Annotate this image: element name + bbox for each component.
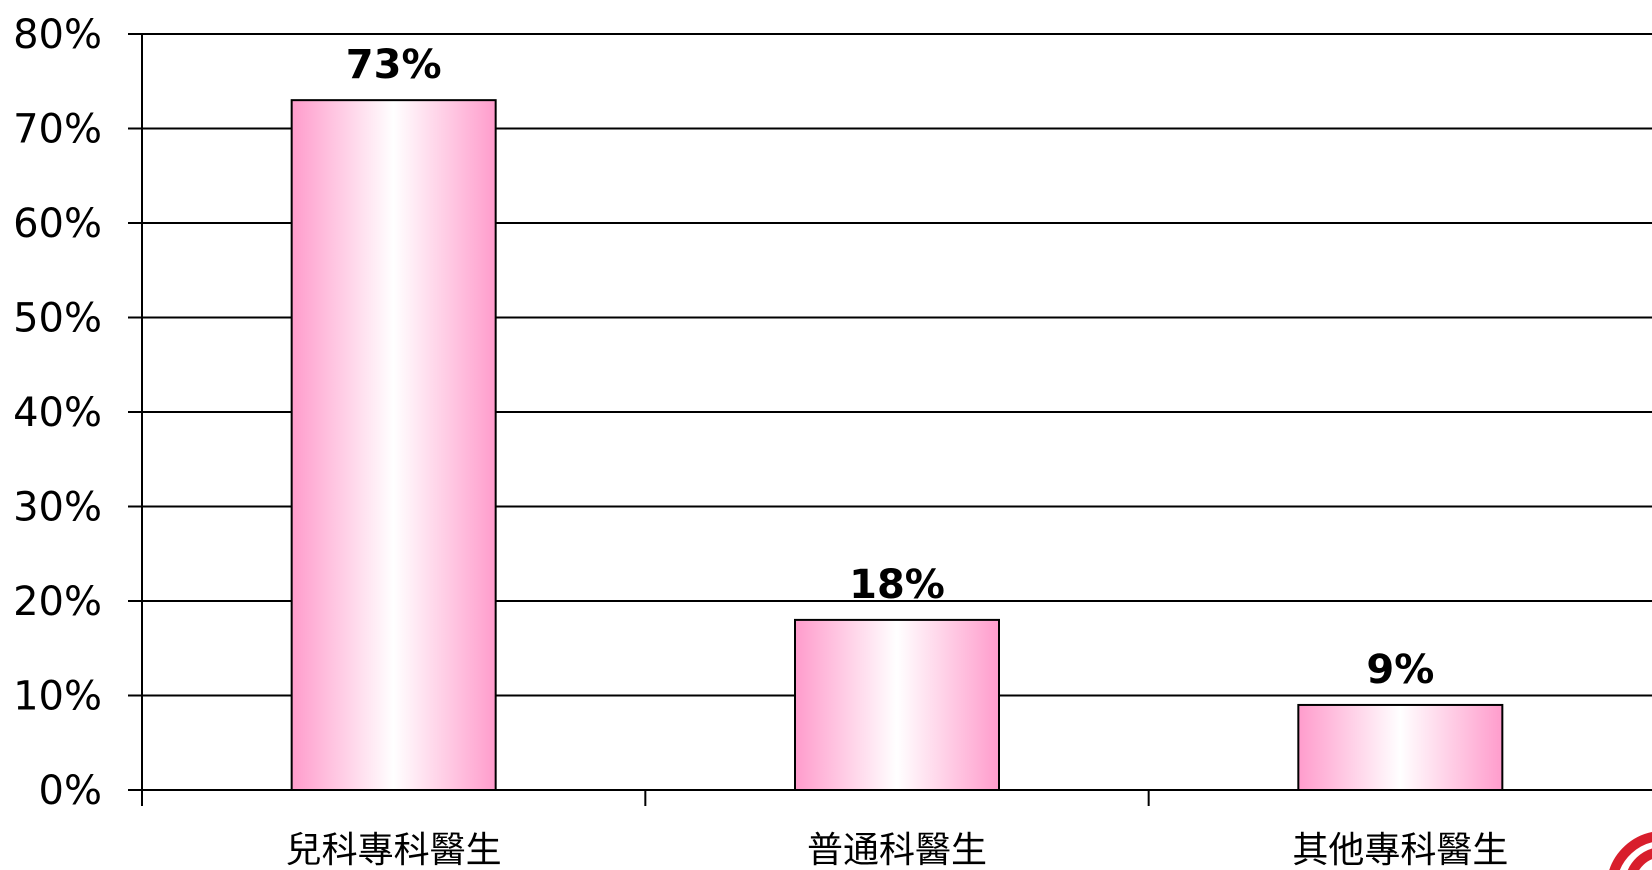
bar xyxy=(290,99,497,791)
x-axis-categories: 兒科專科醫生 普通科醫生 其他專科醫生 xyxy=(286,830,1509,870)
y-tick-label: 50% xyxy=(13,296,102,342)
y-tick-label: 30% xyxy=(13,485,102,531)
y-tick-label: 0% xyxy=(39,768,102,814)
y-tick-label: 10% xyxy=(13,674,102,720)
x-category-label: 其他專科醫生 xyxy=(1292,830,1508,870)
bar xyxy=(1297,703,1504,792)
data-labels: 73% 18% 9% xyxy=(346,42,1435,693)
bar xyxy=(794,618,1000,792)
data-label: 73% xyxy=(346,42,442,88)
bars xyxy=(290,99,1504,792)
y-tick-label: 40% xyxy=(13,390,102,436)
y-tick-label: 20% xyxy=(13,579,102,625)
y-axis-ticks: 0% 10% 20% 30% 40% 50% 60% 70% 80% xyxy=(13,12,142,814)
logo-icon xyxy=(1609,832,1652,870)
data-label: 18% xyxy=(849,562,945,608)
y-tick-label: 60% xyxy=(13,201,102,247)
x-category-label: 普通科醫生 xyxy=(807,830,987,870)
data-label: 9% xyxy=(1366,647,1434,693)
x-category-label: 兒科專科醫生 xyxy=(286,830,502,870)
y-tick-label: 70% xyxy=(13,107,102,153)
y-tick-label: 80% xyxy=(13,12,102,58)
